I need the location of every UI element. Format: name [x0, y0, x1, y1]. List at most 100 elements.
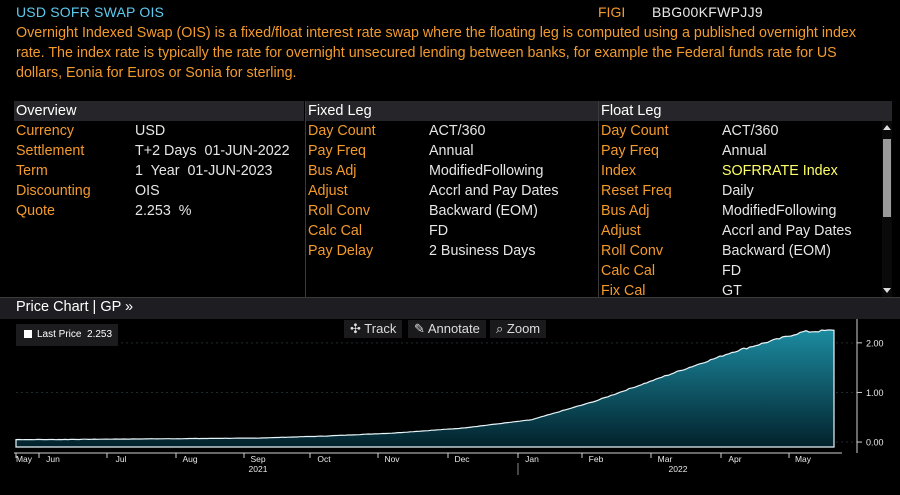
float-leg-title: Float Leg [599, 101, 892, 121]
fixed-leg-row[interactable]: Adjust Accrl and Pay Dates [306, 181, 598, 201]
zoom-label: Zoom [506, 321, 541, 336]
float-leg-row[interactable]: Reset Freq Daily [599, 181, 892, 201]
overview-field-label: Quote [16, 203, 55, 219]
overview-row[interactable]: Discounting OIS [14, 181, 304, 201]
fixed-leg-field-value[interactable]: Backward (EOM) [429, 203, 538, 219]
overview-field-value[interactable]: USD [135, 123, 166, 139]
float-leg-row[interactable]: Bus Adj ModifiedFollowing [599, 201, 892, 221]
float-leg-row[interactable]: Day Count ACT/360 [599, 121, 892, 141]
y-tick-label: 1.00 [866, 388, 884, 398]
float-leg-field-label: Fix Cal [601, 283, 646, 299]
price-chart-svg[interactable]: 0.00 1.00 2.00 May Jun Jul Aug Sep Oct Nov Dec Jan… [0, 319, 900, 490]
x-tick-label: Apr [728, 454, 741, 464]
scroll-down-icon[interactable] [883, 288, 891, 293]
float-leg-field-value[interactable]: Accrl and Pay Dates [722, 223, 852, 239]
x-tick-label: Jan [525, 454, 539, 464]
float-leg-field-value[interactable]: Annual [722, 143, 767, 159]
chart-legend: Last Price 2.253 [16, 324, 118, 346]
pencil-icon: ✎ [414, 321, 425, 336]
float-leg-row[interactable]: Fix Cal GT [599, 281, 892, 301]
security-title[interactable]: USD SOFR SWAP OIS [16, 4, 165, 20]
legend-label: Last Price [37, 329, 82, 340]
overview-field-label: Settlement [16, 143, 85, 159]
float-leg-field-label: Pay Freq [601, 143, 660, 159]
fixed-leg-title: Fixed Leg [306, 101, 598, 121]
float-leg-row[interactable]: Adjust Accrl and Pay Dates [599, 221, 892, 241]
float-leg-field-value[interactable]: ACT/360 [722, 123, 779, 139]
fixed-leg-field-value[interactable]: ACT/360 [429, 123, 486, 139]
x-tick-label: Nov [384, 454, 400, 464]
year-label: 2022 [669, 464, 688, 474]
float-leg-row[interactable]: Pay Freq Annual [599, 141, 892, 161]
year-label: 2021 [249, 464, 268, 474]
price-chart[interactable]: 0.00 1.00 2.00 May Jun Jul Aug Sep Oct Nov Dec Jan… [0, 319, 900, 490]
panel-divider [598, 101, 599, 297]
fixed-leg-row[interactable]: Pay Delay 2 Business Days [306, 241, 598, 261]
float-leg-field-label: Roll Conv [601, 243, 663, 259]
overview-row[interactable]: Currency USD [14, 121, 304, 141]
fixed-leg-field-value[interactable]: 2 Business Days [429, 243, 536, 259]
figi-label: FIGI [598, 4, 626, 20]
float-leg-field-label: Reset Freq [601, 183, 672, 199]
float-leg-field-value[interactable]: GT [722, 283, 742, 299]
fixed-leg-field-label: Bus Adj [308, 163, 357, 179]
x-tick-label: May [16, 454, 33, 464]
fixed-leg-field-label: Calc Cal [308, 223, 363, 239]
float-leg-row[interactable]: Index SOFRRATE Index [599, 161, 892, 181]
overview-row[interactable]: Quote 2.253 % [14, 201, 304, 221]
overview-field-value[interactable]: 2.253 % [135, 203, 192, 219]
y-tick-label: 2.00 [866, 338, 884, 348]
overview-field-value[interactable]: OIS [135, 183, 160, 199]
y-tick-label: 0.00 [866, 438, 884, 448]
float-leg-scrollbar[interactable] [882, 121, 892, 297]
overview-row[interactable]: Settlement T+2 Days 01-JUN-2022 [14, 141, 304, 161]
fixed-leg-row[interactable]: Pay Freq Annual [306, 141, 598, 161]
fixed-leg-field-label: Adjust [308, 183, 348, 199]
float-leg-field-value[interactable]: Backward (EOM) [722, 243, 831, 259]
price-chart-title[interactable]: Price Chart | GP » [16, 299, 134, 315]
fixed-leg-field-label: Roll Conv [308, 203, 370, 219]
float-leg-field-value[interactable]: SOFRRATE Index [722, 163, 838, 179]
crosshair-icon: ✣ [350, 321, 361, 336]
fixed-leg-row[interactable]: Calc Cal FD [306, 221, 598, 241]
fixed-leg-field-value[interactable]: FD [429, 223, 449, 239]
fixed-leg-row[interactable]: Day Count ACT/360 [306, 121, 598, 141]
x-tick-label: Sep [250, 454, 265, 464]
fixed-leg-field-label: Pay Freq [308, 143, 367, 159]
float-leg-row[interactable]: Calc Cal FD [599, 261, 892, 281]
x-tick-label: Oct [317, 454, 331, 464]
fixed-leg-row[interactable]: Roll Conv Backward (EOM) [306, 201, 598, 221]
magnifier-icon: ⌕ [496, 321, 504, 336]
fixed-leg-field-label: Pay Delay [308, 243, 374, 259]
fixed-leg-panel: Fixed Leg Day Count ACT/360 Pay Freq Annual… [306, 101, 598, 297]
overview-row[interactable]: Term 1 Year 01-JUN-2023 [14, 161, 304, 181]
float-leg-field-label: Adjust [601, 223, 641, 239]
price-area [15, 329, 835, 448]
overview-field-value[interactable]: T+2 Days 01-JUN-2022 [135, 143, 290, 159]
zoom-button[interactable]: ⌕ Zoom [490, 320, 547, 338]
legend-swatch [24, 330, 32, 338]
fixed-leg-row[interactable]: Bus Adj ModifiedFollowing [306, 161, 598, 181]
track-button[interactable]: ✣ Track [344, 320, 403, 338]
overview-panel: Overview Currency USD Settlement T+2 Days 0… [14, 101, 304, 297]
security-header: USD SOFR SWAP OIS FIGI BBG00KFWPJJ9 Over… [0, 0, 900, 95]
fixed-leg-field-value[interactable]: Accrl and Pay Dates [429, 183, 559, 199]
price-chart-header[interactable]: Price Chart | GP » [0, 297, 900, 320]
scroll-thumb[interactable] [883, 139, 891, 217]
float-leg-field-label: Bus Adj [601, 203, 650, 219]
float-leg-field-value[interactable]: Daily [722, 183, 754, 199]
float-leg-row[interactable]: Roll Conv Backward (EOM) [599, 241, 892, 261]
overview-field-value[interactable]: 1 Year 01-JUN-2023 [135, 163, 273, 179]
figi-value[interactable]: BBG00KFWPJJ9 [652, 4, 763, 20]
security-description: Overnight Indexed Swap (OIS) is a fixed/… [16, 25, 857, 81]
float-leg-field-value[interactable]: ModifiedFollowing [722, 203, 837, 219]
fixed-leg-field-value[interactable]: Annual [429, 143, 474, 159]
legend-value: 2.253 [87, 329, 113, 340]
annotate-button[interactable]: ✎ Annotate [408, 320, 486, 338]
float-leg-field-label: Calc Cal [601, 263, 656, 279]
overview-field-label: Discounting [16, 183, 91, 199]
scroll-up-icon[interactable] [883, 125, 891, 130]
float-leg-field-label: Day Count [601, 123, 669, 139]
float-leg-field-value[interactable]: FD [722, 263, 742, 279]
fixed-leg-field-value[interactable]: ModifiedFollowing [429, 163, 544, 179]
